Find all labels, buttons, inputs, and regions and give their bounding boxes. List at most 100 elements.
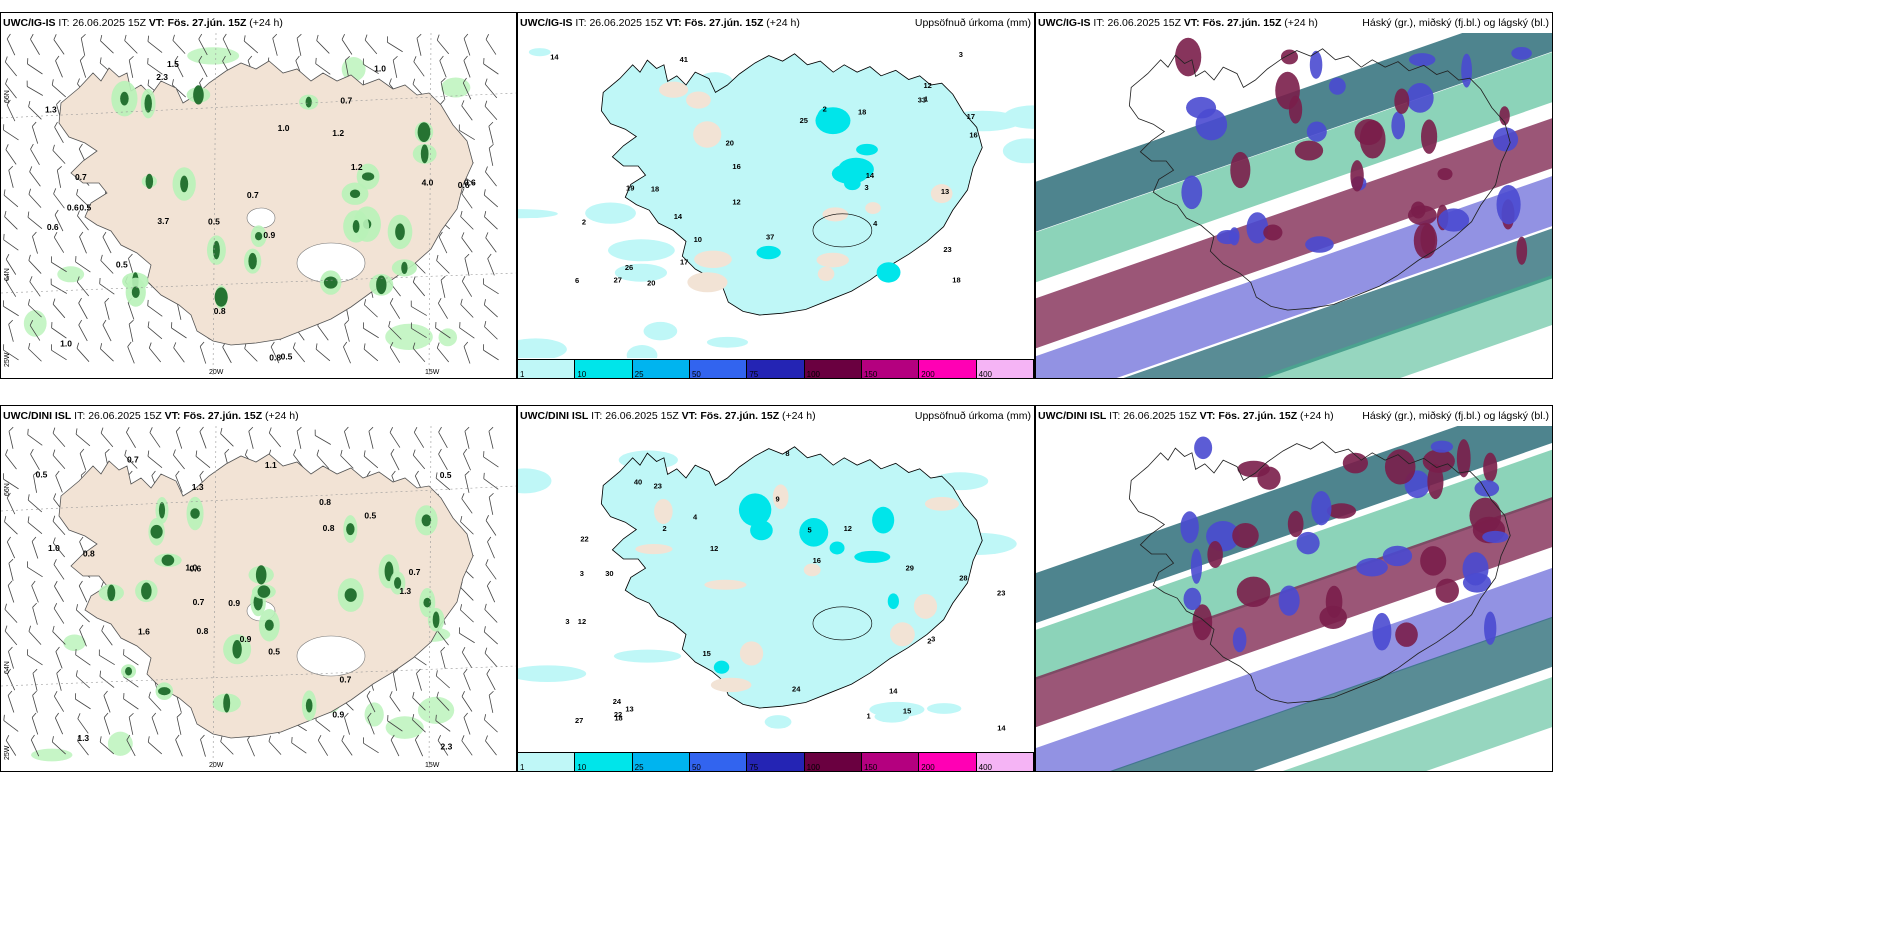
- lat-line: [1, 665, 516, 687]
- cloud-cell: [1350, 160, 1364, 192]
- wind-barb: [53, 231, 65, 253]
- cloud-cell: [1407, 205, 1437, 226]
- precip-value-label: 6: [575, 276, 579, 285]
- wind-barb: [483, 278, 499, 295]
- cloud-band: [1282, 677, 1552, 771]
- colorbar: 1 10 25 50 75 100 150 200 400: [518, 752, 1034, 771]
- wind-barb: [344, 319, 350, 342]
- wind-barb: [412, 342, 426, 363]
- cloud-cell: [1232, 627, 1247, 653]
- wind-barb: [7, 690, 15, 713]
- axis-label: 64N: [4, 268, 11, 281]
- wind-barb: [8, 426, 14, 449]
- cloud-cell: [1354, 118, 1383, 146]
- colorbar-segment: 75: [747, 360, 805, 378]
- heavy-precip-area: [856, 143, 878, 156]
- wind-barb: [33, 471, 39, 493]
- wind-barb: [124, 34, 138, 54]
- wind-barb: [75, 670, 90, 689]
- precip-value-label: 1.3: [192, 482, 204, 492]
- wind-barb: [439, 55, 447, 78]
- cloud-cell: [1311, 490, 1332, 526]
- wind-barb: [389, 691, 401, 712]
- precip-value-label: 0.7: [247, 190, 259, 200]
- cloud-cell: [1296, 531, 1320, 555]
- rain-area: [31, 748, 73, 762]
- wind-barb: [463, 55, 471, 78]
- precip-area: [1002, 138, 1034, 164]
- precip-value-label: 17: [967, 112, 975, 121]
- precip-value-label: 1.3: [45, 104, 57, 114]
- precip-value-label: 0.6: [189, 563, 201, 573]
- precip-value-label: 0.5: [79, 202, 91, 212]
- rain-area: [417, 696, 455, 724]
- cloud-map-panel-bottom: UWC/DINI ISL IT: 26.06.2025 15Z VT: Fös.…: [1035, 405, 1553, 772]
- colorbar-segment: 150: [861, 753, 920, 771]
- model-name: UWC/DINI ISL: [1038, 410, 1107, 422]
- rain-area: [385, 323, 433, 350]
- wind-barb: [362, 737, 379, 754]
- wind-barb: [488, 690, 494, 713]
- wind-barb: [270, 341, 280, 364]
- cloud-cell: [1511, 46, 1532, 60]
- colorbar-label: 400: [978, 370, 992, 379]
- dry-land: [686, 91, 711, 109]
- precip-value-label: 1.6: [138, 627, 150, 637]
- wind-barb: [244, 342, 258, 362]
- axis-label: 66N: [4, 483, 11, 496]
- wind-barb: [175, 734, 183, 757]
- precip-value-label: 10: [694, 235, 702, 244]
- precip-value-label: 0.7: [193, 597, 205, 607]
- wind-barb: [53, 188, 65, 209]
- precip-area: [614, 263, 667, 282]
- precip-value-label: 12: [578, 617, 586, 626]
- lat-line: [1, 272, 516, 294]
- wind-barb: [127, 341, 135, 364]
- lead-time: (+24 h): [1284, 17, 1318, 29]
- wind-barb: [54, 580, 64, 602]
- wind-barb: [28, 342, 42, 362]
- precip-value-label: 28: [959, 574, 967, 583]
- wind-barb: [32, 690, 38, 713]
- wind-barb: [461, 275, 473, 297]
- wind-barb: [79, 624, 87, 647]
- wind-barb: [435, 472, 451, 491]
- precip-value-label: 20: [647, 279, 655, 288]
- wind-barb: [461, 188, 473, 209]
- wind-barb: [436, 254, 450, 274]
- wind-barb: [438, 297, 448, 319]
- wind-barb: [54, 121, 64, 144]
- lead-time: (+24 h): [766, 17, 800, 29]
- rain-area: [341, 57, 366, 82]
- colorbar-segment: 200: [919, 753, 977, 771]
- wind-barb: [53, 559, 65, 580]
- cloud-cell: [1438, 208, 1470, 232]
- wind-barb: [296, 426, 302, 449]
- precip-value-label: 0.9: [332, 710, 344, 720]
- wind-barb: [26, 561, 43, 578]
- cloud-cell: [1413, 222, 1438, 259]
- valid-time: Fös. 27.jún. 15Z: [183, 410, 263, 422]
- precip-map-panel-top: UWC/IG-IS IT: 26.06.2025 15Z VT: Fös. 27…: [517, 12, 1035, 379]
- wind-barb: [4, 603, 18, 623]
- wind-barb: [76, 276, 90, 297]
- wind-barb: [440, 77, 446, 100]
- cloud-cell: [1430, 440, 1454, 453]
- wind-barb: [147, 57, 163, 75]
- rain-area: [63, 634, 86, 651]
- heavy-precip-area: [854, 550, 891, 563]
- colorbar-segment: 1: [518, 753, 576, 771]
- heavy-rain-cell: [352, 219, 360, 233]
- dry-land: [693, 121, 722, 148]
- wind-barb: [3, 189, 19, 208]
- heavy-precip-area: [738, 493, 772, 527]
- heavy-rain-cell: [417, 122, 431, 142]
- wind-barb: [28, 100, 42, 120]
- colorbar-label: 400: [978, 763, 992, 772]
- wind-barb: [440, 646, 446, 669]
- valid-time: Fös. 27.jún. 15Z: [684, 17, 764, 29]
- wind-barb: [485, 34, 497, 55]
- wind-barb: [485, 559, 497, 580]
- cloud-cell: [1406, 82, 1434, 113]
- wind-barb: [6, 33, 16, 56]
